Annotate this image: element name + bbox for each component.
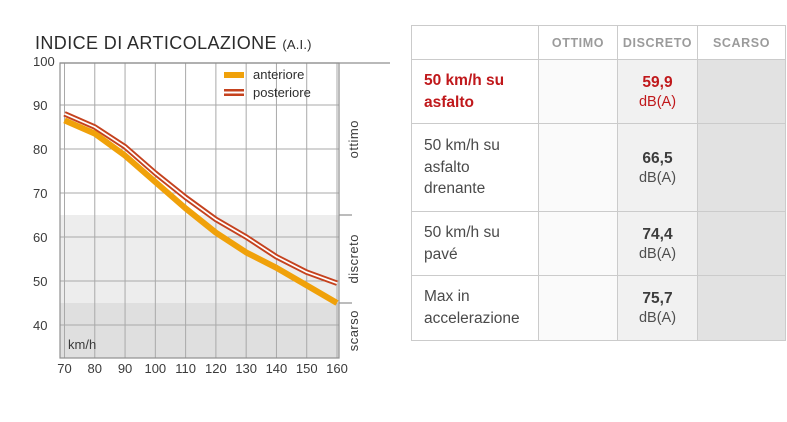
row-label: 50 km/h su asfalto bbox=[411, 59, 539, 124]
legend-label-posteriore: posteriore bbox=[253, 85, 311, 100]
cell-scarso bbox=[697, 123, 786, 212]
zone-label-text: ottimo bbox=[345, 119, 361, 159]
x-tick-label-80: 80 bbox=[87, 361, 102, 376]
row-label: 50 km/h su pavé bbox=[411, 211, 539, 276]
legend-label-anteriore: anteriore bbox=[253, 67, 305, 82]
articulation-index-chart: INDICE DI ARTICOLAZIONE (A.I.) anteriore… bbox=[33, 33, 390, 376]
x-tick-label-110: 110 bbox=[175, 361, 196, 376]
measurement-value: 66,5 bbox=[642, 149, 673, 167]
zone-band-discreto bbox=[60, 215, 339, 303]
measurement: 59,9 dB(A) bbox=[619, 74, 696, 110]
x-tick-label-120: 120 bbox=[205, 361, 227, 376]
y-tick-label-80: 80 bbox=[33, 142, 48, 157]
chart-legend: anteriore posteriore bbox=[224, 67, 311, 103]
anteriore-line-swatch bbox=[224, 71, 244, 78]
table-header-scarso: SCARSO bbox=[697, 25, 786, 60]
zone-label-ottimo: ottimo bbox=[342, 63, 364, 215]
measurement-unit: dB(A) bbox=[638, 169, 677, 186]
chart-title-main: INDICE DI ARTICOLAZIONE bbox=[35, 33, 277, 53]
y-tick-label-40: 40 bbox=[33, 318, 48, 333]
measurement-value: 74,4 bbox=[642, 225, 673, 243]
cell-ottimo bbox=[538, 59, 618, 124]
measurement-unit: dB(A) bbox=[638, 310, 677, 326]
table-row: 50 km/h su asfalto 59,9 dB(A) bbox=[411, 59, 786, 124]
y-tick-label-50: 50 bbox=[33, 274, 48, 289]
table-header-ottimo: OTTIMO bbox=[538, 25, 618, 60]
posteriore-line-swatch bbox=[224, 89, 244, 96]
zone-label-text: scarso bbox=[345, 309, 361, 352]
series-line-posteriore-gap bbox=[64, 113, 338, 284]
row-label: 50 km/h su asfalto drenante bbox=[411, 123, 539, 212]
cell-ottimo bbox=[538, 123, 618, 212]
noise-ratings-table: OTTIMO DISCRETO SCARSO 50 km/h su asfalto 59… bbox=[411, 25, 786, 341]
ratings-table: OTTIMO DISCRETO SCARSO 50 km/h su asfalto 59… bbox=[411, 25, 786, 341]
table-row: 50 km/h su asfalto drenante 66,5 dB(A) bbox=[411, 123, 786, 212]
x-tick-label-150: 150 bbox=[295, 361, 318, 376]
x-tick-label-140: 140 bbox=[265, 361, 288, 376]
zone-label-text: discreto bbox=[345, 234, 361, 284]
y-tick-label-60: 60 bbox=[33, 230, 48, 245]
measurement-value: 75,7 bbox=[642, 290, 673, 307]
cell-discreto: 66,5 dB(A) bbox=[617, 123, 698, 212]
cell-scarso bbox=[697, 59, 786, 124]
cell-ottimo bbox=[538, 275, 618, 341]
y-tick-label-70: 70 bbox=[33, 186, 48, 201]
cell-scarso bbox=[697, 211, 786, 276]
x-tick-label-100: 100 bbox=[144, 361, 167, 376]
y-tick-label-90: 90 bbox=[33, 98, 48, 113]
table-row: 50 km/h su pavé 74,4 dB(A) bbox=[411, 211, 786, 276]
zone-band-scarso bbox=[60, 303, 339, 358]
measurement: 75,7 dB(A) bbox=[619, 290, 696, 326]
cell-discreto: 59,9 dB(A) bbox=[617, 59, 698, 124]
cell-discreto: 75,7 dB(A) bbox=[617, 275, 698, 341]
measurement-unit: dB(A) bbox=[638, 245, 677, 262]
measurement-value: 59,9 bbox=[642, 73, 673, 91]
table-corner-cell bbox=[411, 25, 539, 60]
row-label: Max in accelerazione bbox=[411, 275, 539, 341]
zone-label-discreto: discreto bbox=[342, 215, 364, 303]
zone-label-scarso: scarso bbox=[342, 303, 364, 358]
legend-item-anteriore: anteriore bbox=[224, 67, 311, 82]
chart-title-abbr: (A.I.) bbox=[282, 37, 312, 52]
x-axis-unit-label: km/h bbox=[68, 337, 97, 352]
y-tick-label-100: 100 bbox=[33, 54, 55, 69]
cell-discreto: 74,4 dB(A) bbox=[617, 211, 698, 276]
measurement: 74,4 dB(A) bbox=[619, 226, 696, 262]
measurement-unit: dB(A) bbox=[638, 93, 677, 110]
cell-ottimo bbox=[538, 211, 618, 276]
x-tick-label-160: 160 bbox=[326, 361, 348, 376]
chart-title: INDICE DI ARTICOLAZIONE (A.I.) bbox=[35, 33, 312, 54]
table-row: Max in accelerazione 75,7 dB(A) bbox=[411, 275, 786, 341]
cell-scarso bbox=[697, 275, 786, 341]
x-tick-label-70: 70 bbox=[57, 361, 72, 376]
line-chart-plot bbox=[59, 62, 390, 359]
table-header-discreto: DISCRETO bbox=[617, 25, 698, 60]
x-tick-label-130: 130 bbox=[235, 361, 257, 376]
series-line-anteriore bbox=[63, 117, 339, 306]
x-tick-label-90: 90 bbox=[117, 361, 133, 376]
legend-item-posteriore: posteriore bbox=[224, 85, 311, 100]
measurement: 66,5 dB(A) bbox=[619, 150, 696, 186]
